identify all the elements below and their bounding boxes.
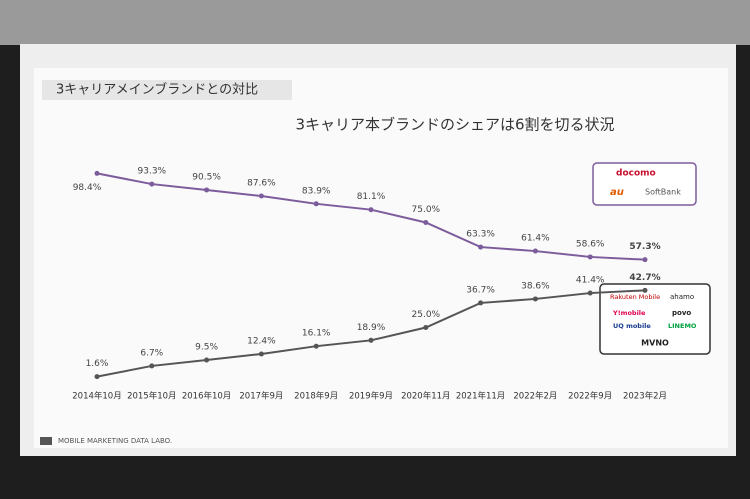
data-label: 6.7% (140, 348, 163, 358)
carrier: SoftBank (645, 188, 681, 197)
point (204, 187, 210, 193)
x-tick-label: 2018年9月 (294, 391, 338, 402)
point (94, 374, 100, 380)
data-label: 16.1% (302, 329, 331, 339)
brand: povo (672, 309, 691, 317)
data-label: 87.6% (247, 179, 276, 189)
data-label: 9.5% (195, 343, 218, 353)
mvno-label: MVNO (641, 339, 669, 348)
data-label: 90.5% (192, 172, 221, 182)
data-label: 36.7% (466, 285, 495, 295)
x-tick-label: 2023年2月 (623, 391, 667, 402)
brand: LINEMO (668, 322, 697, 330)
data-label: 41.4% (576, 276, 605, 286)
x-tick-label: 2021年11月 (456, 391, 505, 402)
data-label: 12.4% (247, 336, 276, 346)
x-tick-label: 2016年10月 (182, 391, 231, 402)
data-label: 18.9% (357, 323, 386, 333)
data-label: 1.6% (86, 359, 109, 369)
brand: UQ mobile (613, 322, 651, 330)
brand: ahamo (670, 293, 694, 301)
point (587, 290, 593, 296)
point (313, 343, 319, 349)
data-label: 98.4% (73, 183, 102, 193)
data-label: 25.0% (412, 310, 441, 320)
x-tick-label: 2022年9月 (568, 391, 612, 402)
x-tick-label: 2017年9月 (239, 391, 283, 402)
point (149, 181, 155, 187)
data-label: 75.0% (412, 205, 441, 215)
chart-title: 3キャリア本ブランドのシェアは6割を切る状況 (295, 116, 614, 134)
point (258, 193, 264, 199)
point (423, 325, 429, 330)
x-tick-label: 2015年10月 (127, 391, 176, 402)
point (149, 363, 155, 369)
x-tick-label: 2022年2月 (513, 391, 557, 402)
x-tick-label: 2014年10月 (72, 391, 121, 402)
point (478, 244, 484, 250)
point (642, 287, 648, 293)
data-label: 58.6% (576, 239, 605, 249)
point (532, 248, 538, 254)
data-label: 42.7% (629, 273, 660, 283)
point (532, 296, 538, 302)
data-label: 83.9% (302, 186, 331, 196)
x-tick-label: 2019年9月 (349, 391, 393, 402)
point (642, 257, 648, 263)
brand: Y!mobile (612, 309, 646, 317)
point (478, 300, 484, 306)
point (423, 220, 429, 225)
data-label: 81.1% (357, 192, 386, 202)
footer: MOBILE MARKETING DATA LABO. (58, 437, 172, 445)
carrier: au (610, 187, 624, 198)
data-label: 57.3% (629, 242, 660, 252)
mvno-box (599, 283, 711, 355)
data-label: 61.4% (521, 234, 550, 244)
logo (40, 437, 52, 445)
point (368, 207, 374, 213)
point (368, 337, 374, 343)
point (587, 254, 593, 260)
carrier-box (592, 162, 697, 206)
data-label: 38.6% (521, 281, 550, 291)
carrier: docomo (616, 169, 656, 179)
x-tick-label: 2020年11月 (401, 391, 450, 402)
point (94, 170, 100, 176)
data-label: 63.3% (466, 230, 495, 240)
point (204, 357, 210, 363)
header: 3キャリアメインブランドとの対比 (56, 82, 258, 98)
brand: Rakuten Mobile (610, 293, 660, 301)
point (313, 201, 319, 207)
ceiling (0, 0, 750, 45)
point (258, 351, 264, 357)
header-bar (42, 80, 292, 100)
data-label: 93.3% (138, 167, 167, 177)
